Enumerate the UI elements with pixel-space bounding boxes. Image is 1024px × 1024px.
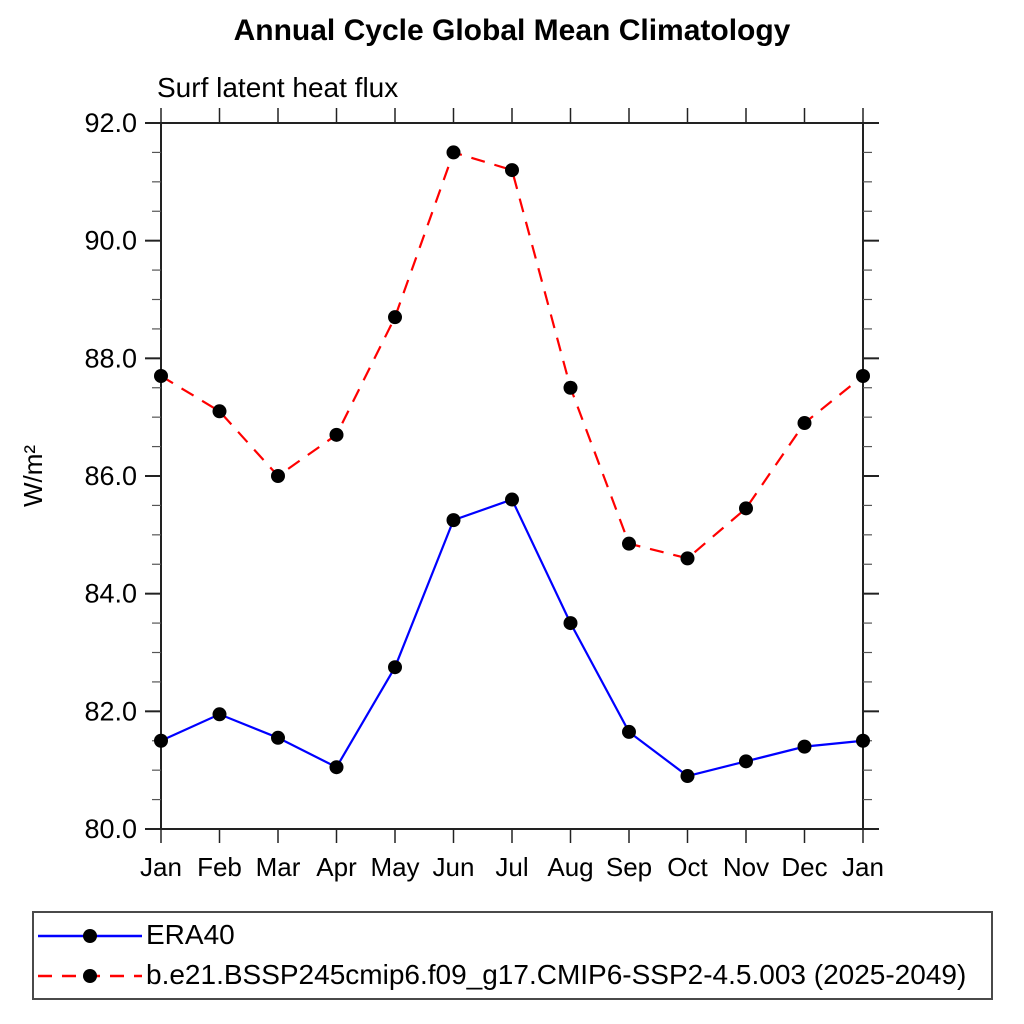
legend-label: b.e21.BSSP245cmip6.f09_g17.CMIP6-SSP2-4.… (146, 958, 967, 990)
series-1-marker (212, 404, 227, 419)
x-tick-label: Jun (433, 852, 475, 882)
x-tick-label: Jan (842, 852, 884, 882)
series-1-marker (797, 416, 812, 431)
x-tick-label: Sep (606, 852, 652, 882)
x-tick-label: Oct (667, 852, 708, 882)
series-1-marker (505, 163, 519, 178)
series-0-marker (271, 730, 285, 745)
series-1-marker (856, 368, 870, 383)
series-1-marker (329, 427, 344, 442)
legend-line-sample (38, 928, 142, 943)
series-0-marker (154, 733, 168, 748)
x-tick-label: Mar (256, 852, 301, 882)
legend-marker-dot (83, 928, 97, 943)
y-tick-label: 90.0 (84, 226, 137, 256)
series-0-marker (680, 769, 695, 784)
x-tick-label: May (370, 852, 419, 882)
series-0-marker (563, 616, 578, 631)
series-0-marker (505, 492, 519, 507)
x-tick-label: Jan (140, 852, 182, 882)
series-1-marker (388, 310, 402, 325)
series-0-marker (797, 739, 812, 754)
series-1-marker (154, 368, 168, 383)
series-0-marker (446, 513, 461, 528)
series-1-marker (446, 145, 461, 160)
legend-item-1: b.e21.BSSP245cmip6.f09_g17.CMIP6-SSP2-4.… (34, 959, 991, 993)
chart-subtitle: Surf latent heat flux (157, 72, 399, 103)
legend-line-sample (38, 968, 142, 983)
series-1-marker (271, 469, 285, 483)
y-tick-label: 84.0 (84, 579, 137, 609)
y-tick-label: 82.0 (84, 696, 137, 726)
chart-title: Annual Cycle Global Mean Climatology (233, 14, 791, 47)
x-tick-label: Dec (781, 852, 827, 882)
plot-area: 80.0 82.0 84.0 86.0 88.0 90.0 92.0 Jan Feb Mar Apr… (18, 108, 884, 882)
series-0-marker (388, 660, 402, 675)
series-0-marker (212, 707, 227, 722)
y-tick-label: 92.0 (84, 108, 137, 138)
legend-marker-dot (83, 968, 97, 983)
y-tick-label: 86.0 (84, 461, 137, 491)
y-tick-label: 88.0 (84, 343, 137, 373)
series-0-marker (622, 724, 636, 739)
x-tick-label: Apr (316, 852, 357, 882)
x-tick-label: Aug (547, 852, 593, 882)
series-0-marker (739, 754, 753, 769)
legend-label: ERA40 (146, 918, 235, 950)
x-tick-label: Feb (197, 852, 242, 882)
legend-item-0: ERA40 (34, 919, 991, 953)
series-1-marker (563, 380, 578, 395)
x-tick-label: Nov (723, 852, 769, 882)
series-1-marker (680, 551, 695, 566)
x-tick-label: Jul (495, 852, 528, 882)
plot-border (160, 122, 864, 830)
y-axis-title: W/m² (18, 445, 48, 507)
series-0-marker (856, 733, 870, 748)
y-tick-label: 80.0 (84, 814, 137, 844)
legend-box: ERA40 b.e21.BSSP245cmip6.f09_g17.CMIP6-SS… (32, 911, 993, 1000)
series-line-0 (160, 498, 864, 778)
series-1-marker (739, 501, 753, 516)
series-1-marker (622, 536, 636, 551)
series-0-marker (329, 760, 344, 775)
